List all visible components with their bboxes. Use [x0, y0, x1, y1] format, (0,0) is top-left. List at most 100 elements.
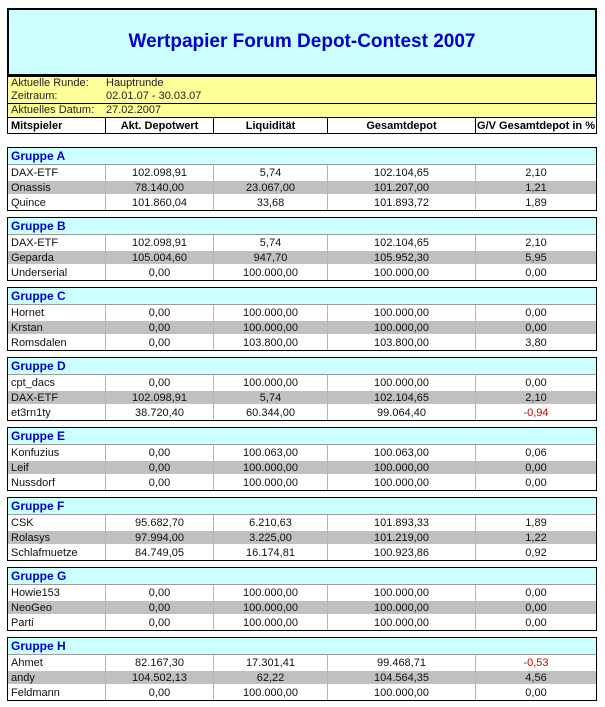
- total-depot-cell: 101.219,00: [327, 530, 475, 545]
- player-name-cell: Krstan: [11, 321, 43, 334]
- current-date-info-box: Aktuelles Datum: 27.02.2007: [7, 103, 597, 118]
- period-label: Zeitraum:: [11, 90, 58, 102]
- total-depot-cell: 100.000,00: [327, 615, 475, 630]
- depot-value-cell: 0,00: [105, 305, 213, 320]
- total-depot-cell: 100.923,86: [327, 545, 475, 560]
- liquidity-cell: 17.301,41: [213, 655, 327, 670]
- column-header-liquiditaet: Liquidität: [213, 118, 327, 133]
- table-row: Romsdalen 0,00 103.800,00 103.800,00 3,8…: [8, 335, 596, 350]
- table-row: Leif 0,00 100.000,00 100.000,00 0,00: [8, 460, 596, 475]
- column-header-gv-gesamtdepot: G/V Gesamtdepot in %: [475, 118, 596, 133]
- group-title: Gruppe H: [11, 639, 66, 653]
- gv-percent-cell: 0,00: [475, 585, 596, 600]
- total-depot-cell: 99.064,40: [327, 405, 475, 420]
- liquidity-cell: 3.225,00: [213, 530, 327, 545]
- player-name-cell: et3rn1ty: [11, 406, 51, 419]
- player-name-cell: CSK: [11, 516, 34, 529]
- total-depot-cell: 100.000,00: [327, 460, 475, 475]
- group-title: Gruppe G: [11, 569, 67, 583]
- table-row: NeoGeo 0,00 100.000,00 100.000,00 0,00: [8, 600, 596, 615]
- liquidity-cell: 6.210,63: [213, 515, 327, 530]
- gv-percent-cell: -0,94: [475, 405, 596, 420]
- group-block-e: Gruppe E Konfuzius 0,00 100.063,00 100.0…: [7, 427, 597, 491]
- total-depot-cell: 102.104,65: [327, 235, 475, 250]
- total-depot-cell: 99.468,71: [327, 655, 475, 670]
- group-title: Gruppe C: [11, 289, 66, 303]
- period-row: Zeitraum: 02.01.07 - 30.03.07: [8, 90, 596, 103]
- depot-value-cell: 0,00: [105, 335, 213, 350]
- table-row: Hornet 0,00 100.000,00 100.000,00 0,00: [8, 305, 596, 320]
- liquidity-cell: 100.000,00: [213, 320, 327, 335]
- total-depot-cell: 100.000,00: [327, 475, 475, 490]
- group-header: Gruppe F: [8, 498, 596, 515]
- column-header-akt-depotwert: Akt. Depotwert: [105, 118, 213, 133]
- group-header: Gruppe C: [8, 288, 596, 305]
- total-depot-cell: 100.000,00: [327, 305, 475, 320]
- group-header: Gruppe B: [8, 218, 596, 235]
- gv-percent-cell: 0,00: [475, 375, 596, 390]
- depot-value-cell: 0,00: [105, 615, 213, 630]
- group-block-d: Gruppe D cpt_dacs 0,00 100.000,00 100.00…: [7, 357, 597, 421]
- table-column-header-row: Mitspieler Akt. Depotwert Liquidität Ges…: [7, 117, 597, 134]
- depot-value-cell: 38.720,40: [105, 405, 213, 420]
- group-title: Gruppe F: [11, 499, 65, 513]
- total-depot-cell: 100.000,00: [327, 685, 475, 700]
- group-header: Gruppe H: [8, 638, 596, 655]
- depot-value-cell: 104.502,13: [105, 670, 213, 685]
- current-round-value: Hauptrunde: [106, 77, 164, 89]
- table-row: Geparda 105.004,60 947,70 105.952,30 5,9…: [8, 250, 596, 265]
- liquidity-cell: 33,68: [213, 195, 327, 210]
- liquidity-cell: 100.063,00: [213, 445, 327, 460]
- gv-percent-cell: 0,92: [475, 545, 596, 560]
- gv-percent-cell: 1,21: [475, 180, 596, 195]
- total-depot-cell: 100.000,00: [327, 320, 475, 335]
- gv-percent-cell: -0,53: [475, 655, 596, 670]
- table-row: andy 104.502,13 62,22 104.564,35 4,56: [8, 670, 596, 685]
- player-name-cell: DAX-ETF: [11, 166, 59, 179]
- player-name-cell: DAX-ETF: [11, 391, 59, 404]
- group-title: Gruppe B: [11, 219, 66, 233]
- depot-value-cell: 101.860,04: [105, 195, 213, 210]
- total-depot-cell: 105.952,30: [327, 250, 475, 265]
- gv-percent-cell: 0,00: [475, 460, 596, 475]
- spacer: [7, 134, 597, 147]
- table-row: Howie153 0,00 100.000,00 100.000,00 0,00: [8, 585, 596, 600]
- group-title: Gruppe E: [11, 429, 66, 443]
- player-name-cell: Konfuzius: [11, 446, 60, 459]
- table-row: cpt_dacs 0,00 100.000,00 100.000,00 0,00: [8, 375, 596, 390]
- liquidity-cell: 103.800,00: [213, 335, 327, 350]
- depot-value-cell: 105.004,60: [105, 250, 213, 265]
- group-header: Gruppe E: [8, 428, 596, 445]
- liquidity-cell: 100.000,00: [213, 460, 327, 475]
- total-depot-cell: 104.564,35: [327, 670, 475, 685]
- current-round-row: Aktuelle Runde: Hauptrunde: [8, 77, 596, 90]
- depot-value-cell: 0,00: [105, 445, 213, 460]
- player-name-cell: Hornet: [11, 306, 45, 319]
- group-title: Gruppe A: [11, 149, 66, 163]
- table-row: Underserial 0,00 100.000,00 100.000,00 0…: [8, 265, 596, 280]
- player-name-cell: DAX-ETF: [11, 236, 59, 249]
- player-name-cell: Parti: [11, 616, 34, 629]
- table-row: CSK 95.682,70 6.210,63 101.893,33 1,89: [8, 515, 596, 530]
- round-period-info-box: Aktuelle Runde: Hauptrunde Zeitraum: 02.…: [7, 76, 597, 104]
- depot-value-cell: 0,00: [105, 320, 213, 335]
- player-name-cell: Onassis: [11, 181, 51, 194]
- gv-percent-cell: 3,80: [475, 335, 596, 350]
- player-name-cell: Leif: [11, 461, 29, 474]
- liquidity-cell: 5,74: [213, 390, 327, 405]
- liquidity-cell: 100.000,00: [213, 600, 327, 615]
- gv-percent-cell: 2,10: [475, 235, 596, 250]
- liquidity-cell: 100.000,00: [213, 585, 327, 600]
- group-header: Gruppe A: [8, 148, 596, 165]
- table-row: Quince 101.860,04 33,68 101.893,72 1,89: [8, 195, 596, 210]
- group-block-b: Gruppe B DAX-ETF 102.098,91 5,74 102.104…: [7, 217, 597, 281]
- player-name-cell: Ahmet: [11, 656, 43, 669]
- total-depot-cell: 100.000,00: [327, 375, 475, 390]
- depot-value-cell: 78.140,00: [105, 180, 213, 195]
- table-row: Rolasys 97.994,00 3.225,00 101.219,00 1,…: [8, 530, 596, 545]
- gv-percent-cell: 0,00: [475, 320, 596, 335]
- table-row: Nussdorf 0,00 100.000,00 100.000,00 0,00: [8, 475, 596, 490]
- gv-percent-cell: 1,89: [475, 195, 596, 210]
- player-name-cell: Underserial: [11, 266, 68, 279]
- total-depot-cell: 100.000,00: [327, 600, 475, 615]
